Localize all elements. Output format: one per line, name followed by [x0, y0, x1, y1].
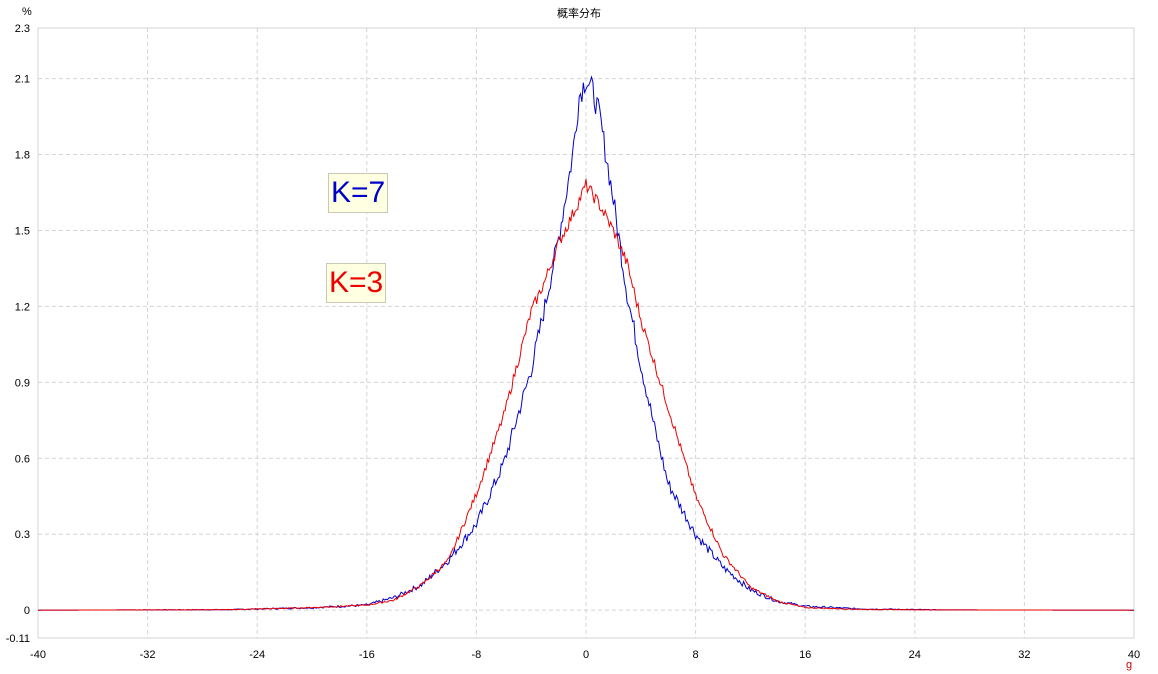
- y-tick-label: 0.6: [15, 453, 30, 465]
- x-tick-label: -32: [140, 649, 156, 661]
- annotation-k7: K=7: [328, 173, 389, 213]
- y-tick-label: 2.1: [15, 74, 30, 86]
- x-tick-label: -24: [249, 649, 265, 661]
- x-tick-label: -40: [30, 649, 46, 661]
- y-tick-label: 1.5: [15, 225, 30, 237]
- series-line-1: [38, 178, 1134, 611]
- y-tick-label: 2.3: [15, 23, 30, 35]
- x-tick-label: -8: [472, 649, 482, 661]
- x-axis-unit: g: [1126, 659, 1132, 671]
- y-tick-label: -0.11: [6, 633, 30, 645]
- grid: [37, 27, 1135, 639]
- chart-title: 概率分布: [557, 6, 601, 20]
- x-tick-label: -16: [359, 649, 375, 661]
- annotation-k3: K=3: [326, 263, 387, 303]
- y-tick-label: 1.2: [15, 301, 30, 313]
- x-tick-label: 32: [1018, 649, 1030, 661]
- x-tick-label: 24: [909, 649, 921, 661]
- y-axis-unit: %: [22, 6, 32, 18]
- y-tick-label: 0: [24, 605, 30, 617]
- x-tick-label: 16: [799, 649, 811, 661]
- y-tick-label: 0.3: [15, 529, 30, 541]
- series-lines: [38, 75, 1134, 611]
- y-tick-label: 0.9: [15, 377, 30, 389]
- tick-labels: -40 -32 -24 -16 -8 0 8 16 24 32 40 -0.11 0 0.3 0.6 0.9 1…: [6, 23, 1140, 661]
- x-tick-label: 40: [1128, 649, 1140, 661]
- x-tick-label: 0: [583, 649, 589, 661]
- x-tick-label: 8: [693, 649, 699, 661]
- y-tick-label: 1.8: [15, 150, 30, 162]
